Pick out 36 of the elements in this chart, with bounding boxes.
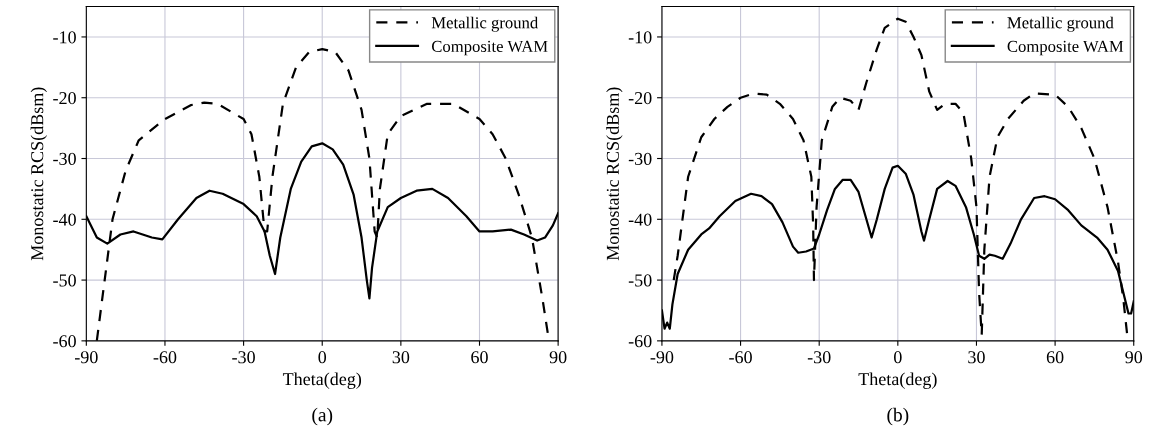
y-tick-label: -20 xyxy=(53,91,76,105)
x-tick-label: -90 xyxy=(74,351,98,364)
legend-label: Composite WAM xyxy=(1007,40,1124,56)
x-tick-label: 30 xyxy=(392,351,410,364)
y-tick-label: -10 xyxy=(53,31,76,44)
y-tick-label: -40 xyxy=(628,213,652,226)
x-tick-label: -30 xyxy=(807,351,831,364)
y-axis-title: Monostatic RCS(dBsm) xyxy=(30,87,47,261)
x-tick-label: 60 xyxy=(471,351,488,364)
y-tick-label: -50 xyxy=(53,274,76,287)
text: (a) xyxy=(312,407,333,426)
legend-label: Metallic ground xyxy=(431,16,539,32)
x-tick-label: -90 xyxy=(650,351,674,364)
y-tick-label: -50 xyxy=(628,274,652,287)
text: (b) xyxy=(887,407,909,426)
x-axis-title: Theta(deg) xyxy=(858,372,937,389)
y-tick-label: -10 xyxy=(628,31,652,44)
x-tick-label: 30 xyxy=(968,351,985,364)
y-tick-label: -20 xyxy=(628,91,652,105)
x-tick-label: -30 xyxy=(232,351,255,364)
x-tick-label: 90 xyxy=(1125,351,1143,364)
x-tick-label: 60 xyxy=(1046,351,1064,364)
x-axis-title: Theta(deg) xyxy=(282,372,362,389)
legend-label: Metallic ground xyxy=(1007,16,1114,32)
x-tick-label: 0 xyxy=(318,351,327,364)
x-tick-label: -60 xyxy=(729,351,752,364)
x-tick-label: -60 xyxy=(153,351,177,364)
y-tick-label: -30 xyxy=(628,152,652,165)
y-tick-label: -40 xyxy=(53,213,76,226)
x-tick-label: 0 xyxy=(894,351,902,364)
y-tick-label: -30 xyxy=(53,152,76,165)
y-axis-title: Monostatic RCS(dBsm) xyxy=(606,87,623,261)
y-tick-label: -60 xyxy=(53,335,76,348)
x-tick-label: 90 xyxy=(549,351,567,364)
y-tick-label: -60 xyxy=(628,335,652,348)
legend-label: Composite WAM xyxy=(431,40,548,56)
